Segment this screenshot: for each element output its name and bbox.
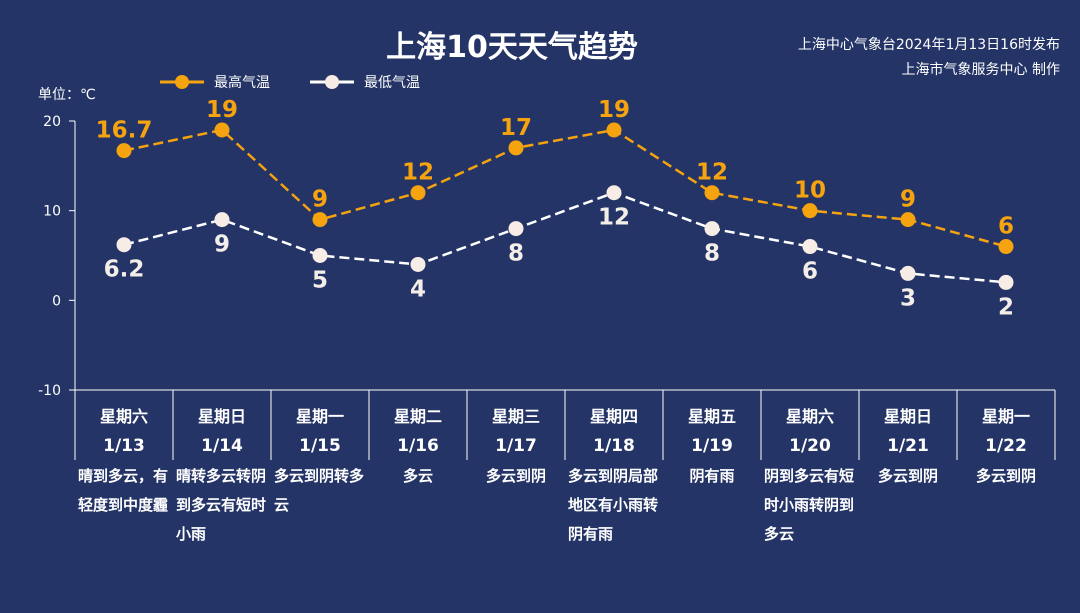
low-temp-point — [410, 256, 426, 272]
weather-description: 阴有雨 — [663, 462, 761, 491]
weather-description: 多云到阴局部地区有小雨转阴有雨 — [565, 462, 663, 549]
high-temp-point — [802, 203, 818, 219]
date-label: 1/20 — [789, 436, 831, 456]
low-temp-label: 8 — [704, 241, 720, 267]
weather-text: 多云到阴局部地区有小雨转阴有雨 — [568, 467, 659, 543]
weather-text: 多云到阴 — [877, 467, 938, 485]
low-temp-label: 2 — [998, 294, 1014, 320]
high-temp-point — [606, 122, 622, 138]
high-temp-point — [704, 185, 720, 201]
y-tick-label: -10 — [38, 383, 61, 399]
low-temp-label: 8 — [508, 241, 524, 267]
weekday-label: 星期日 — [198, 407, 246, 426]
high-temp-point — [900, 212, 916, 228]
low-temp-point — [508, 221, 524, 237]
legend-item-high[interactable]: 最高气温 — [160, 72, 270, 92]
y-tick-label: 10 — [43, 204, 61, 220]
high-temp-label: 9 — [312, 187, 328, 213]
y-tick-label: 20 — [43, 114, 61, 130]
legend-high-label: 最高气温 — [214, 75, 270, 91]
weekday-label: 星期二 — [394, 407, 442, 426]
date-label: 1/21 — [887, 436, 929, 456]
weekday-label: 星期五 — [688, 407, 736, 426]
weather-text: 多云到阴 — [975, 467, 1036, 485]
weather-description: 多云 — [369, 462, 467, 491]
publish-info: 上海中心气象台2024年1月13日16时发布 — [797, 37, 1060, 53]
weekday-label: 星期一 — [296, 407, 344, 426]
weather-description: 晴到多云，有轻度到中度霾 — [75, 462, 173, 520]
weather-text: 阴有雨 — [689, 467, 735, 485]
weekday-label: 星期一 — [982, 407, 1030, 426]
legend-high-icon — [160, 75, 204, 89]
low-temp-point — [998, 274, 1014, 290]
page-title: 上海10天天气趋势 — [386, 30, 638, 65]
weekday-label: 星期日 — [884, 407, 932, 426]
low-temp-point — [214, 212, 230, 228]
high-temp-point — [312, 212, 328, 228]
weather-description: 多云到阴 — [859, 462, 957, 491]
weather-description: 多云到阴 — [467, 462, 565, 491]
weather-text: 多云到阴转多云 — [274, 467, 365, 514]
weather-description: 阴到多云有短时小雨转阴到多云 — [761, 462, 859, 549]
low-temp-label: 12 — [598, 205, 630, 231]
legend-low-label: 最低气温 — [364, 75, 420, 91]
low-temp-point — [704, 221, 720, 237]
high-temp-label: 17 — [500, 115, 532, 141]
date-label: 1/14 — [201, 436, 243, 456]
high-temp-label: 19 — [598, 97, 630, 123]
low-temp-label: 5 — [312, 268, 328, 294]
low-temp-point — [312, 248, 328, 263]
weather-text: 阴到多云有短时小雨转阴到多云 — [764, 467, 855, 543]
high-temp-label: 6 — [998, 214, 1014, 240]
weather-text: 多云 — [402, 467, 433, 485]
weather-description: 晴转多云转阴到多云有短时小雨 — [173, 462, 271, 549]
high-temp-point — [410, 185, 426, 201]
high-temp-point — [116, 143, 132, 159]
date-label: 1/13 — [103, 436, 145, 456]
high-temp-label: 10 — [794, 178, 826, 204]
legend-low-icon — [310, 75, 354, 89]
weekday-label: 星期六 — [786, 407, 834, 426]
date-label: 1/19 — [691, 436, 733, 456]
low-temp-point — [606, 185, 622, 201]
high-temp-point — [508, 140, 524, 156]
weekday-label: 星期四 — [590, 407, 638, 426]
weather-description: 多云到阴转多云 — [271, 462, 369, 520]
weather-description: 多云到阴 — [957, 462, 1055, 491]
weather-text: 晴转多云转阴到多云有短时小雨 — [176, 467, 267, 543]
weather-text: 晴到多云，有轻度到中度霾 — [78, 467, 169, 514]
low-temp-point — [116, 237, 132, 253]
date-label: 1/15 — [299, 436, 341, 456]
low-temp-label: 9 — [214, 232, 230, 258]
producer-info: 上海市气象服务中心 制作 — [901, 62, 1060, 78]
high-temp-label: 12 — [402, 160, 434, 186]
date-label: 1/17 — [495, 436, 537, 456]
date-label: 1/22 — [985, 436, 1027, 456]
y-axis-label: 单位：℃ — [38, 87, 96, 103]
date-label: 1/16 — [397, 436, 439, 456]
low-temp-point — [900, 265, 916, 281]
low-temp-label: 6 — [802, 259, 818, 285]
weather-text: 多云到阴 — [485, 467, 546, 485]
high-temp-point — [998, 239, 1014, 255]
high-temp-label: 9 — [900, 187, 916, 213]
high-temp-line — [123, 128, 1007, 248]
weekday-label: 星期六 — [100, 407, 148, 426]
low-temp-label: 6.2 — [104, 257, 145, 283]
date-label: 1/18 — [593, 436, 635, 456]
high-temp-label: 12 — [696, 160, 728, 186]
low-temp-line — [123, 191, 1007, 284]
low-temp-point — [802, 239, 818, 255]
low-temp-label: 3 — [900, 285, 916, 311]
legend-item-low[interactable]: 最低气温 — [310, 72, 420, 92]
high-temp-label: 19 — [206, 97, 238, 123]
high-temp-point — [214, 122, 230, 138]
weekday-label: 星期三 — [492, 407, 540, 426]
high-temp-label: 16.7 — [96, 118, 153, 144]
y-tick-label: 0 — [52, 293, 61, 309]
low-temp-label: 4 — [410, 276, 426, 302]
